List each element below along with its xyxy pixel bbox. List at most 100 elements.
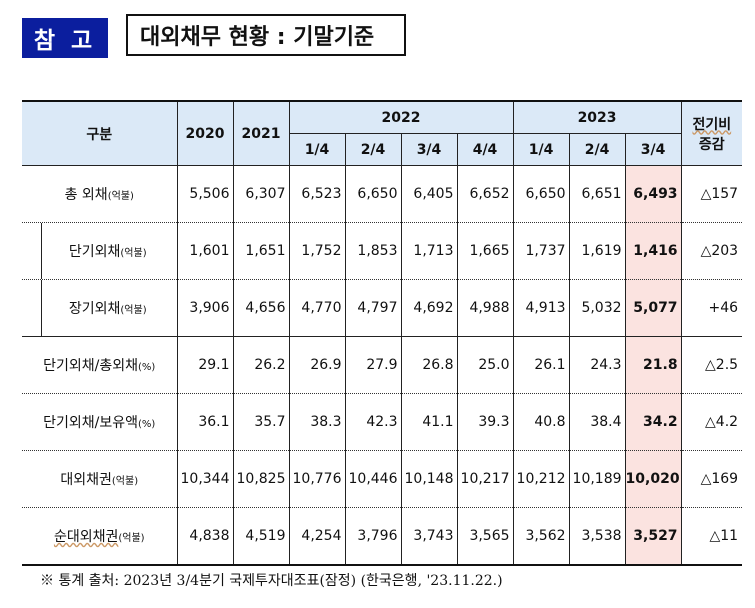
row-label-text: 장기외채 [68, 301, 121, 317]
cell-value: 40.8 [513, 393, 570, 451]
cell-value: 3,743 [401, 507, 458, 566]
cell-value-current: 5,077 [625, 279, 682, 337]
cell-value: 27.9 [345, 336, 402, 394]
cell-value: 26.1 [513, 336, 570, 394]
cell-value: 3,538 [569, 507, 626, 566]
row-label: 장기외채(억불) [22, 279, 178, 337]
cell-value: 6,650 [513, 165, 570, 223]
quarter-header: 3/4 [625, 133, 682, 166]
year-header-2020: 2020 [177, 100, 234, 166]
cell-change: △11 [681, 507, 743, 566]
table-row: 단기외채/보유액(%) 36.1 35.7 38.3 42.3 41.1 39.… [22, 393, 743, 451]
year-header-2021: 2021 [233, 100, 290, 166]
cell-value: 1,619 [569, 222, 626, 280]
cell-value: 4,838 [177, 507, 234, 566]
cell-value: 5,032 [569, 279, 626, 337]
cell-value: 41.1 [401, 393, 458, 451]
cell-value: 10,217 [457, 450, 514, 508]
year-header-2022: 2022 [289, 100, 514, 134]
cell-value: 4,988 [457, 279, 514, 337]
quarter-header: 1/4 [289, 133, 346, 166]
cell-value: 4,656 [233, 279, 290, 337]
cell-value: 1,713 [401, 222, 458, 280]
cell-value: 10,776 [289, 450, 346, 508]
table-row: 단기외채/총외채(%) 29.1 26.2 26.9 27.9 26.8 25.… [22, 336, 743, 394]
row-unit: (억불) [118, 533, 145, 544]
cell-value: 6,651 [569, 165, 626, 223]
row-unit: (억불) [111, 476, 139, 487]
cell-value: 26.8 [401, 336, 458, 394]
cell-value: 24.3 [569, 336, 626, 394]
row-unit: (억불) [107, 191, 134, 202]
row-label-text: 단기외채/총외채 [43, 358, 139, 374]
reference-badge: 참 고 [22, 18, 108, 58]
cell-value: 25.0 [457, 336, 514, 394]
col-label-header: 구분 [22, 100, 178, 166]
source-footnote: ※ 통계 출처: 2023년 3/4분기 국제투자대조표(잠정) (한국은행, … [40, 573, 503, 589]
row-label-text: 순대외채권 [53, 529, 119, 545]
quarter-header: 2/4 [569, 133, 626, 166]
quarter-header: 4/4 [457, 133, 514, 166]
cell-value: 10,189 [569, 450, 626, 508]
cell-value: 42.3 [345, 393, 402, 451]
cell-value: 4,692 [401, 279, 458, 337]
cell-change: △169 [681, 450, 743, 508]
cell-value-current: 10,020 [625, 450, 682, 508]
cell-value: 4,770 [289, 279, 346, 337]
row-unit: (억불) [120, 248, 147, 259]
quarter-header: 3/4 [401, 133, 458, 166]
cell-value: 10,344 [177, 450, 234, 508]
indent-spacer [22, 223, 42, 279]
cell-change: △203 [681, 222, 743, 280]
row-label: 단기외채(억불) [22, 222, 178, 280]
cell-value: 3,565 [457, 507, 514, 566]
cell-value-current: 1,416 [625, 222, 682, 280]
row-label: 순대외채권(억불) [22, 507, 178, 566]
cell-value: 1,665 [457, 222, 514, 280]
table-row: 단기외채(억불) 1,601 1,651 1,752 1,853 1,713 1… [22, 222, 743, 280]
quarter-header: 1/4 [513, 133, 570, 166]
cell-value-current: 3,527 [625, 507, 682, 566]
table-row: 장기외채(억불) 3,906 4,656 4,770 4,797 4,692 4… [22, 279, 743, 337]
cell-value: 1,601 [177, 222, 234, 280]
cell-value: 10,825 [233, 450, 290, 508]
cell-value: 1,737 [513, 222, 570, 280]
cell-value: 1,651 [233, 222, 290, 280]
cell-value: 3,796 [345, 507, 402, 566]
cell-value: 10,446 [345, 450, 402, 508]
row-unit: (%) [138, 419, 156, 430]
cell-value: 39.3 [457, 393, 514, 451]
cell-value: 38.4 [569, 393, 626, 451]
cell-value: 6,523 [289, 165, 346, 223]
cell-value: 6,307 [233, 165, 290, 223]
cell-value: 26.9 [289, 336, 346, 394]
quarter-header: 2/4 [345, 133, 402, 166]
row-unit: (억불) [120, 305, 147, 316]
change-header-line2: 증감 [698, 136, 725, 153]
cell-value: 5,506 [177, 165, 234, 223]
cell-change: △2.5 [681, 336, 743, 394]
row-label: 대외채권(억불) [22, 450, 178, 508]
table-row: 총 외채(억불) 5,506 6,307 6,523 6,650 6,405 6… [22, 165, 743, 223]
cell-value: 6,652 [457, 165, 514, 223]
cell-value: 4,519 [233, 507, 290, 566]
cell-change: +46 [681, 279, 743, 337]
row-unit: (%) [138, 362, 156, 373]
cell-value: 10,148 [401, 450, 458, 508]
cell-value: 6,650 [345, 165, 402, 223]
cell-change: △157 [681, 165, 743, 223]
change-header: 전기비 증감 [681, 100, 743, 166]
row-label: 총 외채(억불) [22, 165, 178, 223]
cell-value: 36.1 [177, 393, 234, 451]
row-label: 단기외채/보유액(%) [22, 393, 178, 451]
cell-value-current: 34.2 [625, 393, 682, 451]
cell-value: 26.2 [233, 336, 290, 394]
cell-value: 4,254 [289, 507, 346, 566]
cell-value: 4,797 [345, 279, 402, 337]
year-header-2023: 2023 [513, 100, 682, 134]
table-row: 대외채권(억불) 10,344 10,825 10,776 10,446 10,… [22, 450, 743, 508]
cell-value: 6,405 [401, 165, 458, 223]
row-label-text: 대외채권 [60, 472, 112, 488]
indent-spacer [22, 280, 42, 336]
cell-value-current: 6,493 [625, 165, 682, 223]
